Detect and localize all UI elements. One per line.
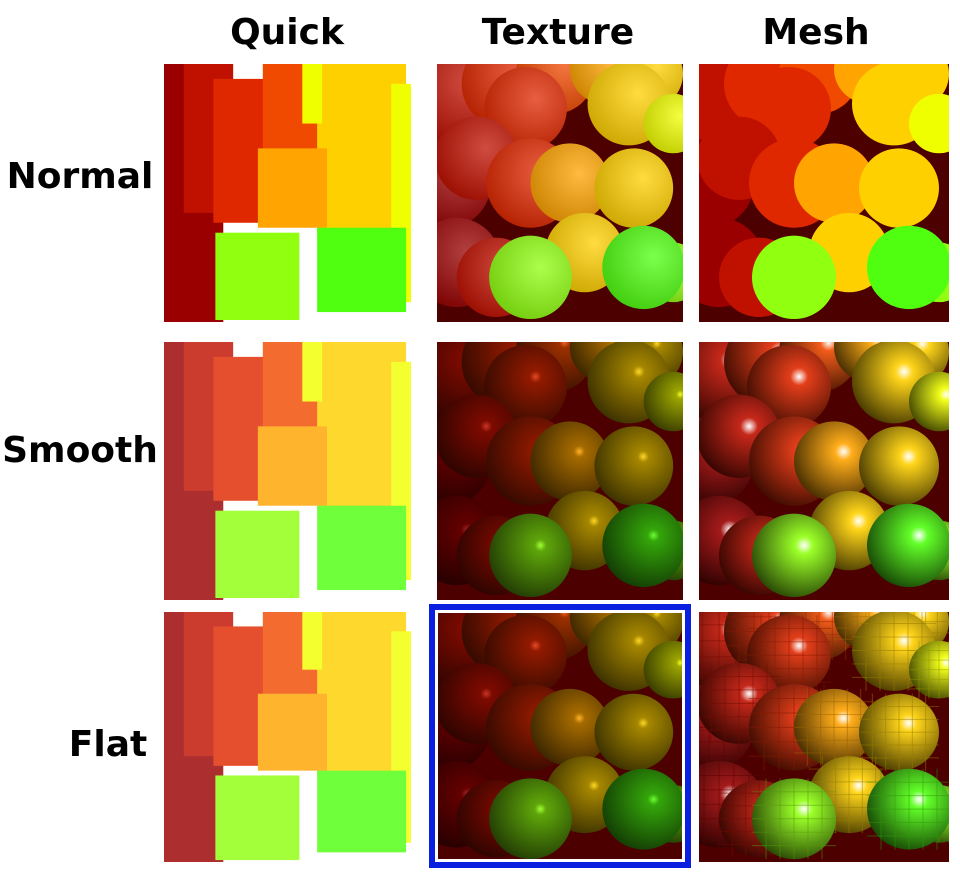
- sphere: [602, 768, 683, 850]
- sphere: [602, 503, 683, 588]
- render-smooth-mesh[interactable]: [699, 342, 949, 600]
- sphere: [794, 421, 874, 501]
- quick-block: [302, 612, 323, 670]
- render-normal-quick[interactable]: [164, 64, 411, 322]
- render-image: [164, 342, 411, 600]
- sphere: [643, 93, 683, 154]
- sphere: [594, 148, 674, 228]
- render-image: [164, 64, 411, 322]
- sphere: [909, 371, 949, 432]
- render-normal-texture[interactable]: [437, 64, 683, 322]
- sphere: [602, 225, 683, 310]
- sphere: [794, 143, 874, 223]
- render-image: [699, 612, 949, 862]
- render-image: [437, 342, 683, 600]
- quick-block: [317, 64, 407, 233]
- column-header-mesh: Mesh: [762, 12, 870, 53]
- sphere: [530, 688, 610, 766]
- quick-block: [317, 505, 407, 591]
- sphere: [643, 371, 683, 432]
- quick-block: [317, 770, 407, 853]
- render-flat-texture[interactable]: [437, 612, 683, 862]
- quick-block: [257, 426, 328, 506]
- sphere: [859, 148, 939, 228]
- quick-block: [215, 510, 300, 599]
- sphere: [867, 503, 949, 588]
- sphere: [867, 225, 949, 310]
- sphere: [859, 426, 939, 506]
- quick-block: [215, 775, 300, 861]
- column-header-quick: Quick: [230, 12, 344, 53]
- sphere: [489, 235, 572, 320]
- quick-block: [317, 612, 407, 776]
- sphere: [530, 421, 610, 501]
- quick-block: [317, 342, 407, 511]
- render-image: [437, 612, 683, 862]
- render-image: [699, 64, 949, 322]
- render-smooth-quick[interactable]: [164, 342, 411, 600]
- sphere: [909, 93, 949, 154]
- sphere: [489, 778, 572, 860]
- render-image: [437, 64, 683, 322]
- render-image: [699, 342, 949, 600]
- quick-block: [257, 148, 328, 228]
- render-image: [164, 612, 411, 862]
- render-flat-mesh[interactable]: [699, 612, 949, 862]
- quick-block: [215, 232, 300, 321]
- row-header-smooth: Smooth: [2, 430, 158, 471]
- render-flat-quick[interactable]: [164, 612, 411, 862]
- sphere: [752, 513, 836, 598]
- sphere: [643, 640, 683, 699]
- row-header-normal: Normal: [6, 156, 154, 197]
- render-smooth-texture[interactable]: [437, 342, 683, 600]
- quick-block: [302, 342, 323, 402]
- sphere: [594, 693, 674, 771]
- quick-block: [302, 64, 323, 124]
- quick-block: [317, 227, 407, 313]
- sphere: [489, 513, 572, 598]
- row-header-flat: Flat: [68, 724, 148, 765]
- render-normal-mesh[interactable]: [699, 64, 949, 322]
- sphere: [530, 143, 610, 223]
- sphere: [752, 235, 836, 320]
- column-header-texture: Texture: [481, 12, 635, 53]
- quick-block: [257, 693, 328, 771]
- sphere: [594, 426, 674, 506]
